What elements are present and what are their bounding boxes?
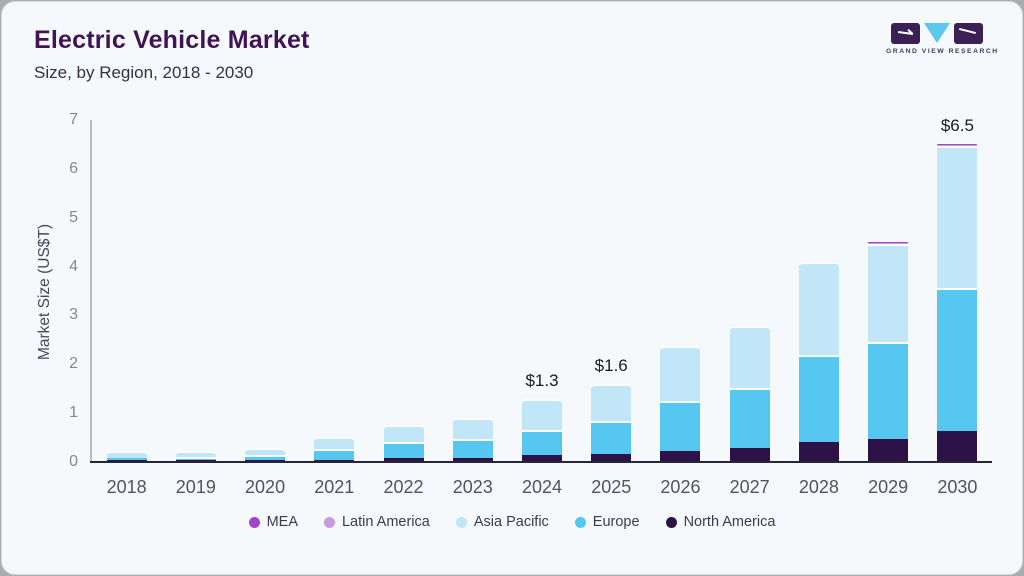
bar-segment-asia-pacific: [798, 262, 839, 355]
x-tick-label: 2020: [245, 477, 286, 497]
y-tick-label: 7: [69, 111, 78, 128]
bar-segment-asia-pacific: [314, 436, 355, 450]
y-axis-line: [90, 120, 92, 462]
bar-segment-north-america: [937, 431, 978, 462]
bar-segment-north-america: [314, 459, 355, 462]
page-title: Electric Vehicle Market: [34, 26, 310, 54]
bar-segment-north-america: [729, 447, 770, 462]
legend-label: Latin America: [341, 514, 430, 530]
legend-label: MEA: [266, 514, 298, 530]
bar-segment-north-america: [798, 442, 839, 462]
y-tick-label: 3: [69, 306, 78, 324]
bar-segment-asia-pacific: [729, 326, 770, 389]
bar-value-label: $6.5: [940, 116, 974, 136]
logo-r-block-icon: [954, 22, 983, 44]
x-tick-label: 2027: [729, 477, 770, 497]
logo-g-block-icon: [891, 22, 920, 44]
legend-item-mea: MEA: [248, 514, 298, 530]
y-tick-label: 1: [69, 404, 78, 422]
legend-label: North America: [683, 514, 776, 530]
bar-segment-north-america: [660, 450, 701, 462]
x-tick-label: 2030: [937, 477, 978, 497]
bar-segment-europe: [937, 288, 978, 432]
logo-v-triangle-icon: [924, 23, 950, 43]
bar-segment-asia-pacific: [660, 346, 701, 401]
bar-segment-europe: [106, 457, 147, 461]
page-subtitle: Size, by Region, 2018 - 2030: [34, 63, 254, 82]
grand-view-research-logo: GRAND VIEW RESEARCH: [886, 22, 999, 55]
legend-item-latin-america: Latin America: [323, 514, 430, 530]
bar-segment-asia-pacific: [452, 418, 493, 439]
legend-item-europe: Europe: [574, 514, 640, 530]
bar-segment-europe: [660, 400, 701, 451]
bar-value-label: $1.3: [525, 370, 559, 390]
legend-swatch-icon: [665, 516, 677, 528]
x-tick-label: 2025: [591, 477, 632, 497]
bar-segment-asia-pacific: [591, 383, 632, 421]
legend-swatch-icon: [455, 516, 467, 528]
x-tick-label: 2018: [106, 477, 147, 497]
bar-segment-north-america: [591, 454, 632, 462]
bar-segment-europe: [522, 430, 562, 456]
bar-segment-europe: [452, 438, 493, 458]
x-tick-label: 2026: [660, 477, 701, 497]
logo-text: GRAND VIEW RESEARCH: [886, 48, 999, 55]
bar-segment-latin-america: [937, 145, 978, 147]
y-tick-label: 5: [69, 208, 78, 226]
bar-segment-mea: [937, 144, 978, 146]
bar-segment-europe: [314, 449, 355, 460]
legend-swatch-icon: [323, 516, 335, 528]
bar-segment-asia-pacific: [522, 398, 562, 431]
bar-segment-asia-pacific: [868, 244, 909, 343]
legend-label: Asia Pacific: [473, 514, 549, 530]
bar-segment-europe: [591, 420, 632, 455]
bar-segment-asia-pacific: [937, 146, 978, 289]
bar-segment-europe: [245, 455, 286, 461]
bar-segment-europe: [798, 354, 839, 443]
bar-segment-north-america: [383, 457, 424, 462]
bar-segment-north-america: [522, 455, 562, 462]
bar-segment-latin-america: [868, 243, 909, 245]
y-tick-label: 0: [69, 453, 78, 470]
x-tick-label: 2019: [175, 477, 216, 497]
bar-segment-north-america: [868, 439, 909, 462]
legend-swatch-icon: [248, 516, 260, 528]
bar-segment-mea: [868, 242, 909, 244]
legend-item-north-america: North America: [665, 514, 776, 530]
x-tick-label: 2021: [314, 477, 355, 497]
x-tick-label: 2024: [521, 477, 562, 497]
plot-area: $1.3 $1.6 $6.5: [92, 116, 992, 462]
y-tick-label: 2: [69, 355, 78, 373]
x-tick-label: 2023: [452, 477, 493, 497]
bar-segment-europe: [175, 456, 216, 461]
legend-item-asia-pacific: Asia Pacific: [455, 514, 549, 530]
legend-label: Europe: [592, 514, 640, 530]
bar-value-label: $1.6: [594, 355, 628, 375]
bar-segment-asia-pacific: [383, 425, 424, 442]
x-tick-label: 2029: [868, 477, 909, 497]
bar-segment-europe: [868, 342, 909, 440]
legend-swatch-icon: [574, 516, 586, 528]
legend: MEA Latin America Asia Pacific Europe North …: [2, 514, 1022, 530]
x-tick-label: 2028: [798, 477, 839, 497]
y-tick-label: 4: [69, 257, 78, 275]
bar-segment-europe: [383, 441, 424, 458]
bar-segment-north-america: [452, 457, 493, 462]
y-tick-label: 6: [69, 159, 78, 177]
bar-segment-europe: [729, 388, 770, 448]
bar-segment-asia-pacific: [175, 450, 216, 457]
x-axis-line: [90, 461, 992, 463]
bar-segment-asia-pacific: [245, 447, 286, 456]
bar-segment-asia-pacific: [106, 450, 147, 458]
x-tick-label: 2022: [383, 477, 424, 497]
